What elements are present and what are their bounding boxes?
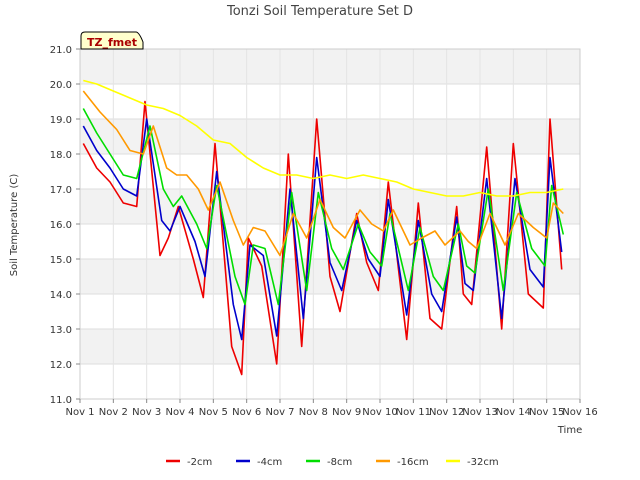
x-tick-label: Nov 12 xyxy=(429,407,464,418)
x-tick-label: Nov 3 xyxy=(132,407,161,418)
annotation-tag: TZ_fmet xyxy=(80,31,144,50)
x-tick-label: Nov 15 xyxy=(529,407,564,418)
annotation-box xyxy=(80,31,144,50)
x-axis: Nov 1 Nov 2 Nov 3 Nov 4 Nov 5 Nov 6 Nov 7 Nov 8… xyxy=(65,399,598,418)
series-line-4cmcm xyxy=(82,118,563,341)
x-tick-label: Nov 7 xyxy=(265,407,294,418)
y-axis: 11.0 12.0 13.0 14.0 15.0 16.0 17.0 18.0 19.0 20.0… xyxy=(50,45,80,406)
y-tick-label: 19.0 xyxy=(50,115,72,126)
legend-label: -4cm xyxy=(257,457,282,468)
legend: -2cm -4cm -8cm -16cm -32cm xyxy=(166,457,499,468)
y-tick-label: 14.0 xyxy=(50,290,72,301)
x-tick-label: Nov 4 xyxy=(165,407,194,418)
band-shaded xyxy=(80,329,580,364)
x-tick-label: Nov 1 xyxy=(65,407,94,418)
series-line-32cmcm xyxy=(83,79,564,197)
x-tick-label: Nov 2 xyxy=(99,407,128,418)
y-tick-label: 13.0 xyxy=(50,325,72,336)
legend-label: -8cm xyxy=(327,457,352,468)
y-tick-label: 20.0 xyxy=(50,80,72,91)
series-lines xyxy=(82,79,565,376)
y-tick-label: 18.0 xyxy=(50,150,72,161)
series-line-2cmcm xyxy=(82,100,563,376)
y-tick-label: 16.0 xyxy=(50,220,72,231)
x-tick-label: Nov 11 xyxy=(396,407,431,418)
x-tick-label: Nov 8 xyxy=(299,407,328,418)
x-tick-label: Nov 16 xyxy=(562,407,597,418)
x-tick-label: Nov 13 xyxy=(462,407,497,418)
band-shaded xyxy=(80,119,580,154)
series-line-16cmcm xyxy=(82,90,564,257)
y-tick-label: 15.0 xyxy=(50,255,72,266)
y-tick-label: 21.0 xyxy=(50,45,72,56)
band-shaded xyxy=(80,49,580,84)
x-tick-label: Nov 14 xyxy=(496,407,531,418)
x-tick-label: Nov 10 xyxy=(362,407,397,418)
legend-label: -16cm xyxy=(397,457,429,468)
chart-title: Tonzi Soil Temperature Set D xyxy=(226,4,413,19)
y-tick-label: 11.0 xyxy=(50,395,72,406)
legend-label: -32cm xyxy=(467,457,499,468)
y-tick-label: 17.0 xyxy=(50,185,72,196)
x-axis-label: Time xyxy=(557,425,582,436)
x-tick-label: Nov 5 xyxy=(199,407,228,418)
x-tick-label: Nov 6 xyxy=(232,407,261,418)
band-shaded xyxy=(80,189,580,224)
annotation-text: TZ_fmet xyxy=(87,36,137,49)
legend-label: -2cm xyxy=(187,457,212,468)
x-tick-label: Nov 9 xyxy=(332,407,361,418)
y-tick-label: 12.0 xyxy=(50,360,72,371)
y-axis-label: Soil Temperature (C) xyxy=(9,174,20,277)
series-line-8cmcm xyxy=(82,108,565,306)
